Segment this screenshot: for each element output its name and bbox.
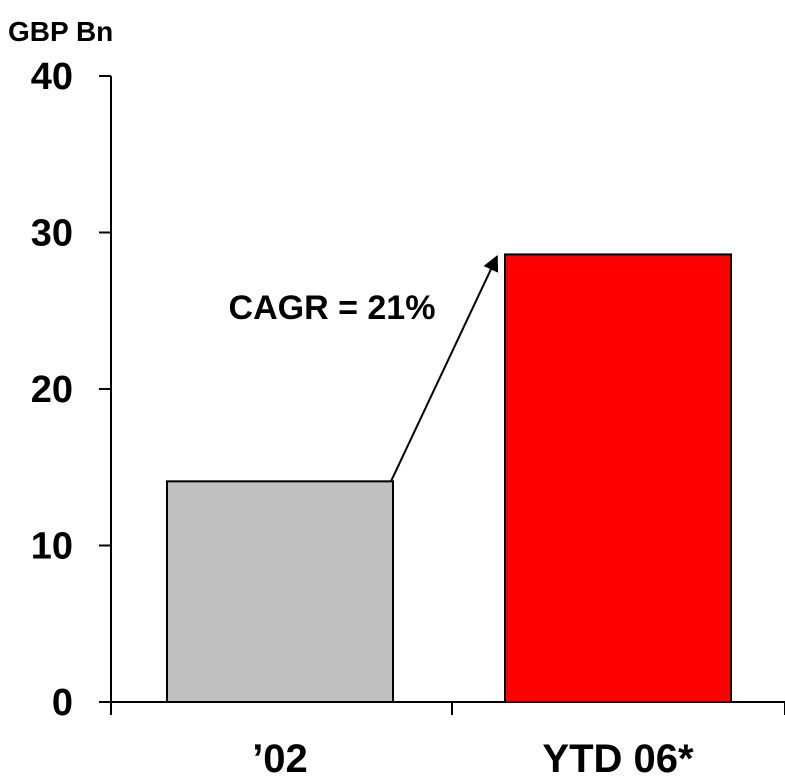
y-tick-label: 40 bbox=[31, 56, 73, 98]
bar bbox=[166, 480, 394, 703]
cagr-label: CAGR = 21% bbox=[229, 289, 436, 327]
cagr-annotation: CAGR = 21% bbox=[229, 254, 499, 482]
bar bbox=[504, 253, 732, 703]
y-axis: 0 10 20 30 40 bbox=[31, 56, 112, 724]
y-tick-label: 30 bbox=[31, 213, 73, 255]
y-tick-label: 20 bbox=[31, 369, 73, 411]
y-tick-label: 0 bbox=[52, 682, 73, 724]
x-tick-label: ’02 bbox=[252, 737, 308, 781]
x-tick-label: YTD 06* bbox=[542, 737, 694, 781]
cagr-arrow bbox=[390, 254, 499, 482]
y-tick-label: 10 bbox=[31, 526, 73, 568]
x-axis: ’02 YTD 06* bbox=[110, 701, 785, 781]
unit-label: GBP Bn bbox=[8, 16, 113, 47]
bars bbox=[166, 253, 732, 703]
